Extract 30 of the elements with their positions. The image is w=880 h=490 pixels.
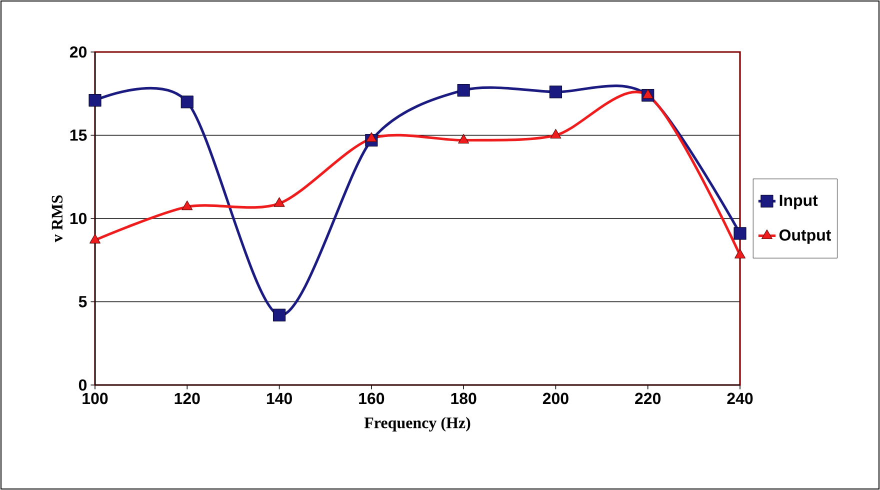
- legend-label: Input: [780, 194, 818, 210]
- x-tick-label: 220: [635, 392, 661, 404]
- point: [180, 96, 194, 108]
- point: [734, 227, 746, 240]
- point: [549, 86, 562, 98]
- x-tick-label: 240: [727, 392, 753, 404]
- x-tick-label: 160: [359, 392, 384, 404]
- point: [182, 200, 193, 210]
- x-tick-label: 100: [82, 392, 108, 404]
- y-tick-label: 10: [70, 212, 87, 224]
- x-tick-label: 120: [174, 392, 200, 404]
- y-tick-label: 0: [78, 379, 87, 391]
- point: [90, 234, 100, 244]
- y-tick-label: 5: [78, 296, 87, 308]
- point: [458, 134, 470, 144]
- point: [366, 132, 377, 142]
- point: [274, 197, 285, 207]
- x-tick-label: 200: [542, 392, 568, 404]
- point: [457, 84, 470, 97]
- point: [550, 128, 562, 139]
- legend-label: Output: [779, 229, 832, 244]
- point: [88, 94, 102, 107]
- point: [734, 248, 746, 258]
- y-axis-title: v RMS: [52, 195, 63, 242]
- y-tick-label: 20: [70, 46, 87, 58]
- x-axis-title: Frequency (Hz): [364, 416, 470, 432]
- x-tick-label: 180: [451, 392, 476, 404]
- x-tick-label: 140: [266, 392, 292, 404]
- y-tick-label: 15: [70, 130, 87, 141]
- point: [642, 88, 654, 99]
